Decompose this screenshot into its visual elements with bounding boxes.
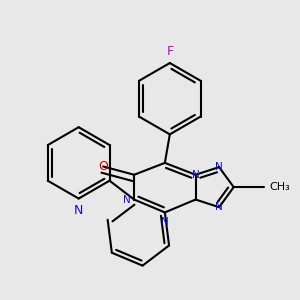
Text: F: F xyxy=(166,45,173,58)
Text: N: N xyxy=(123,194,131,205)
Text: N: N xyxy=(215,202,223,212)
Text: N: N xyxy=(161,218,169,227)
Text: N: N xyxy=(215,162,223,172)
Text: CH₃: CH₃ xyxy=(269,182,290,192)
Text: O: O xyxy=(98,160,108,173)
Text: N: N xyxy=(74,205,83,218)
Text: N: N xyxy=(192,170,200,180)
